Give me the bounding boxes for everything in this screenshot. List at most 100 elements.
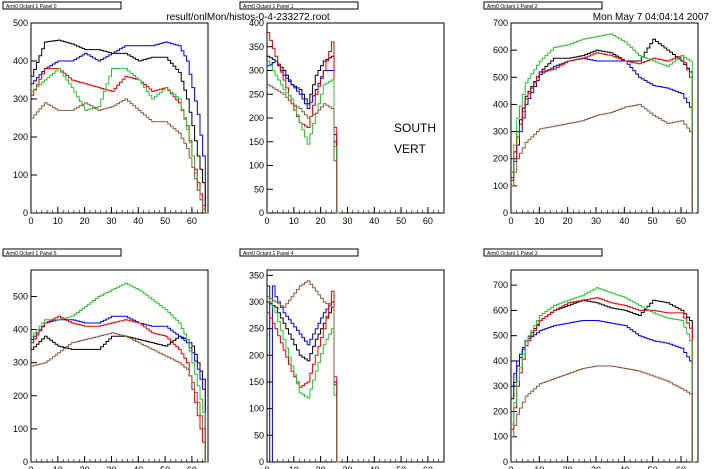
x-tick-label: 60 <box>676 465 686 469</box>
x-tick-label: 10 <box>53 465 63 469</box>
y-tick-label: 300 <box>249 66 264 76</box>
y-tick-label: 300 <box>13 94 28 104</box>
y-tick-label: 700 <box>493 280 508 290</box>
x-tick-label: 10 <box>53 216 63 226</box>
y-tick-label: 400 <box>493 356 508 366</box>
series-blue <box>511 320 696 463</box>
x-tick-label: 50 <box>396 216 406 226</box>
series-red <box>31 315 208 463</box>
panel-1: Arm0 Octant 1 Panel 1 0 10 20 30 40 50 60 0 50 100… <box>239 1 445 226</box>
panel-3: Arm0 Octant 1 Panel 5 0 10 20 30 40 50 60 0 100 20… <box>2 248 209 469</box>
series-red <box>511 297 696 463</box>
y-tick-label: 100 <box>493 432 508 442</box>
y-tick-label: 500 <box>13 291 28 301</box>
y-tick-label: 200 <box>249 113 264 123</box>
series-blue <box>31 41 208 214</box>
panel-title: Arm0 Octant 1 Panel 4 <box>243 251 294 257</box>
x-tick-label: 20 <box>80 216 90 226</box>
series-black <box>31 39 208 214</box>
y-tick-label: 100 <box>249 161 264 171</box>
y-tick-label: 250 <box>249 89 264 99</box>
x-tick-label: 20 <box>563 465 573 469</box>
y-tick-label: 600 <box>493 45 508 55</box>
y-tick-label: 100 <box>493 181 508 191</box>
x-tick-label: 50 <box>648 216 658 226</box>
x-tick-label: 30 <box>342 465 352 469</box>
panel-title-box <box>2 248 122 257</box>
y-tick-label: 500 <box>493 72 508 82</box>
series-green <box>267 296 340 463</box>
series-brown <box>267 84 340 214</box>
y-tick-label: 600 <box>493 305 508 315</box>
series-green <box>511 287 696 463</box>
series-blue <box>267 285 340 463</box>
x-tick-label: 50 <box>648 465 658 469</box>
y-tick-label: 0 <box>503 457 508 467</box>
y-tick-label: 400 <box>493 99 508 109</box>
series-blue <box>31 315 208 463</box>
x-tick-label: 30 <box>342 216 352 226</box>
x-tick-label: 30 <box>591 216 601 226</box>
y-tick-label: 400 <box>13 56 28 66</box>
panel-title: Arm0 Octant 1 Panel 1 <box>243 4 294 10</box>
y-tick-label: 150 <box>249 377 264 387</box>
y-tick-label: 200 <box>493 406 508 416</box>
x-tick-label: 0 <box>28 216 33 226</box>
y-tick-label: 350 <box>249 42 264 52</box>
plot-frame <box>510 269 699 463</box>
y-tick-label: 0 <box>23 208 28 218</box>
panel-title-box <box>239 1 359 10</box>
series-brown <box>511 103 696 214</box>
x-tick-label: 0 <box>508 216 513 226</box>
series-black <box>267 301 340 463</box>
x-tick-label: 30 <box>106 216 116 226</box>
x-tick-label: 40 <box>133 465 143 469</box>
y-tick-label: 500 <box>493 331 508 341</box>
x-tick-label: 20 <box>563 216 573 226</box>
x-tick-label: 60 <box>676 216 686 226</box>
x-tick-label: 60 <box>187 216 197 226</box>
x-tick-label: 10 <box>534 465 544 469</box>
x-tick-label: 10 <box>289 465 299 469</box>
series-red <box>31 68 208 214</box>
x-tick-label: 50 <box>160 216 170 226</box>
x-tick-label: 40 <box>619 216 629 226</box>
y-tick-label: 700 <box>493 18 508 28</box>
plot-frame <box>266 269 445 463</box>
y-tick-label: 500 <box>13 18 28 28</box>
x-tick-label: 10 <box>289 216 299 226</box>
y-tick-label: 100 <box>13 170 28 180</box>
x-tick-label: 30 <box>106 465 116 469</box>
panel-title: Arm0 Octant 1 Panel 3 <box>487 251 538 257</box>
panel-title-box <box>483 1 603 10</box>
panel-title-box <box>483 248 603 257</box>
histogram-panels: Arm0 Octant 1 Panel 00 10 20 30 40 50 60010020… <box>2 1 699 469</box>
annotation-south: SOUTH <box>394 121 436 135</box>
file-label: result/onlMon/histos-0-4-233272.root <box>166 12 330 23</box>
y-tick-label: 200 <box>493 154 508 164</box>
plot-frame <box>30 269 209 463</box>
panel-title: Arm0 Octant 1 Panel 2 <box>487 4 538 10</box>
series-green <box>31 282 208 463</box>
y-tick-label: 250 <box>249 324 264 334</box>
annotation-vert: VERT <box>394 142 426 156</box>
x-tick-label: 50 <box>396 465 406 469</box>
series-blue <box>267 60 340 214</box>
series-green <box>267 60 340 214</box>
y-tick-label: 350 <box>249 270 264 280</box>
series-brown <box>267 280 340 463</box>
x-tick-label: 60 <box>423 465 433 469</box>
y-tick-label: 300 <box>13 358 28 368</box>
x-tick-label: 10 <box>534 216 544 226</box>
panel-title-box <box>2 1 122 10</box>
series-green <box>511 33 696 214</box>
date-label: Mon May 7 04:04:14 2007 <box>593 12 710 23</box>
panel-title: Arm0 Octant 1 Panel 0 <box>6 4 57 10</box>
x-tick-label: 30 <box>591 465 601 469</box>
plot-frame <box>30 22 209 214</box>
series-blue <box>511 57 696 214</box>
y-tick-label: 150 <box>249 137 264 147</box>
y-tick-label: 50 <box>254 184 264 194</box>
y-tick-label: 300 <box>249 297 264 307</box>
